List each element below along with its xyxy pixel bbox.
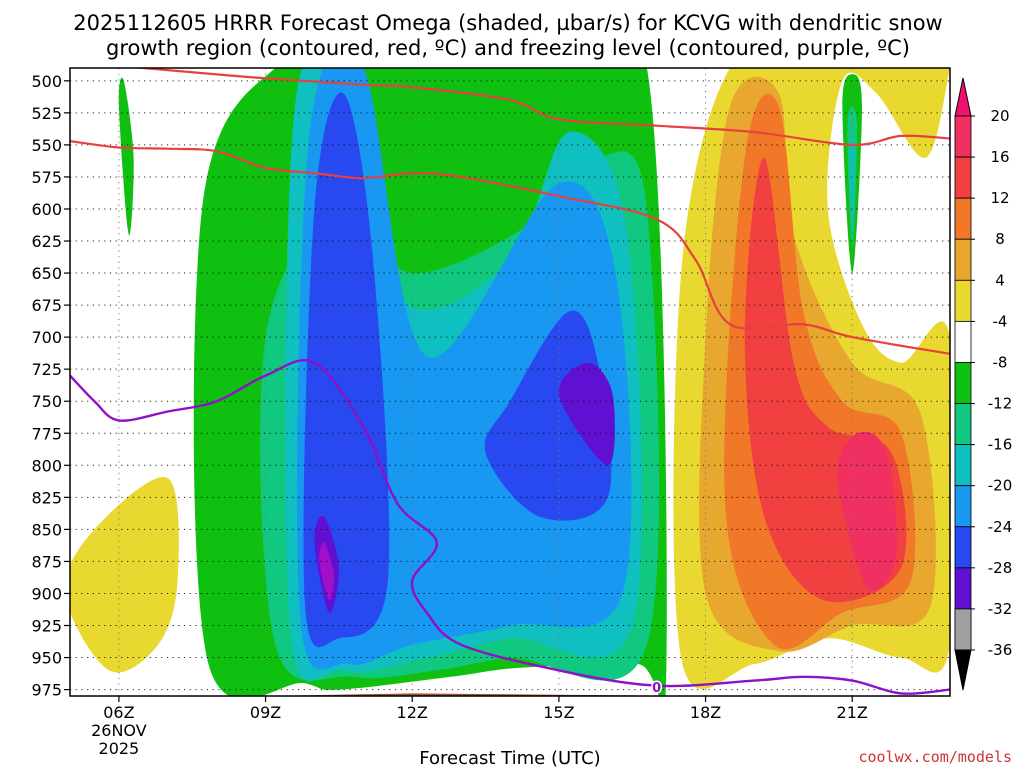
y-tick-label: 875 <box>31 552 62 571</box>
omega-region <box>558 362 615 466</box>
colorbar-segment <box>954 197 972 240</box>
colorbar-bottom-arrow <box>954 649 972 691</box>
omega-region <box>118 77 134 236</box>
x-tick-label: 15Z <box>543 703 574 722</box>
y-tick-label: 700 <box>31 328 62 347</box>
colorbar-label: 12 <box>990 189 1009 207</box>
y-tick-label: 900 <box>31 584 62 603</box>
colorbar-segment <box>954 608 972 651</box>
colorbar-segment <box>954 156 972 199</box>
colorbar-segment <box>954 320 972 363</box>
colorbar-label: -32 <box>988 600 1013 618</box>
colorbar-segment <box>954 526 972 569</box>
freezing-level-contour <box>70 359 950 695</box>
x-axis-label: Forecast Time (UTC) <box>419 748 600 768</box>
temperature-contours: 0 <box>70 68 950 696</box>
y-tick-label: 750 <box>31 392 62 411</box>
colorbar-segment <box>954 238 972 281</box>
ground-layer <box>70 693 950 696</box>
colorbar-label: -16 <box>988 436 1013 454</box>
x-tick-label: 12Z <box>397 703 428 722</box>
chart-title-line2: growth region (contoured, red, ºC) and f… <box>106 36 910 60</box>
omega-region <box>70 476 179 673</box>
colorbar-label: -12 <box>988 395 1013 413</box>
y-tick-label: 650 <box>31 264 62 283</box>
y-tick-label: 600 <box>31 200 62 219</box>
snow-growth-contour <box>70 140 950 355</box>
snow-growth-contour <box>130 68 950 147</box>
y-tick-label: 725 <box>31 360 62 379</box>
y-tick-label: 625 <box>31 232 62 251</box>
ground-strip <box>70 693 950 696</box>
colorbar-label: -20 <box>988 477 1013 495</box>
omega-shading <box>70 68 950 696</box>
colorbar-label: -24 <box>988 518 1013 536</box>
colorbar: 20 16 12 8 4 -4 -8 -12 -16 -20 -24 -28 -32 -36 <box>954 77 1013 691</box>
y-tick-label: 825 <box>31 488 62 507</box>
y-tick-label: 525 <box>31 104 62 123</box>
colorbar-segment <box>954 444 972 487</box>
y-tick-label: 675 <box>31 296 62 315</box>
chart-title-line1: 2025112605 HRRR Forecast Omega (shaded, … <box>73 11 942 35</box>
colorbar-label: 8 <box>995 230 1005 248</box>
grid-lines <box>70 68 950 696</box>
y-tick-label: 500 <box>31 72 62 91</box>
x-tick-date: 26NOV <box>91 721 147 740</box>
colorbar-top-arrow <box>954 77 972 117</box>
omega-region <box>837 431 898 591</box>
plot-area: 0 <box>70 68 950 696</box>
x-tick-label: 21Z <box>837 703 868 722</box>
colorbar-segment <box>954 403 972 446</box>
omega-region <box>484 310 612 521</box>
y-tick-label: 775 <box>31 424 62 443</box>
y-tick-label: 800 <box>31 456 62 475</box>
colorbar-label: -4 <box>993 312 1008 330</box>
plot-frame <box>69 67 951 697</box>
colorbar-label: 20 <box>990 107 1009 125</box>
freezing-level-label: 0 <box>652 681 661 696</box>
omega-region <box>303 92 390 648</box>
colorbar-label: -8 <box>993 353 1008 371</box>
x-tick-year: 2025 <box>99 739 140 758</box>
y-axis: 500 525 550 575 600 625 650 675 700 725 750 775 800 8… <box>31 72 70 700</box>
y-tick-label: 550 <box>31 136 62 155</box>
y-tick-label: 975 <box>31 681 62 700</box>
credit-text: coolwx.com/models <box>858 748 1012 766</box>
y-tick-label: 950 <box>31 649 62 668</box>
omega-region <box>319 541 335 601</box>
colorbar-segment <box>954 362 972 404</box>
x-tick-label: 09Z <box>250 703 281 722</box>
colorbar-segment <box>954 567 972 610</box>
colorbar-segment <box>954 115 972 158</box>
x-tick-label: 18Z <box>690 703 721 722</box>
omega-region <box>849 138 855 235</box>
colorbar-label: -36 <box>988 641 1013 659</box>
y-tick-label: 925 <box>31 617 62 636</box>
colorbar-label: 16 <box>990 148 1009 166</box>
y-tick-label: 575 <box>31 168 62 187</box>
colorbar-segment <box>954 279 972 322</box>
y-tick-label: 850 <box>31 520 62 539</box>
x-tick-label: 06Z <box>103 703 134 722</box>
colorbar-segment <box>954 485 972 528</box>
colorbar-label: 4 <box>995 271 1005 289</box>
colorbar-label: -28 <box>988 559 1013 577</box>
